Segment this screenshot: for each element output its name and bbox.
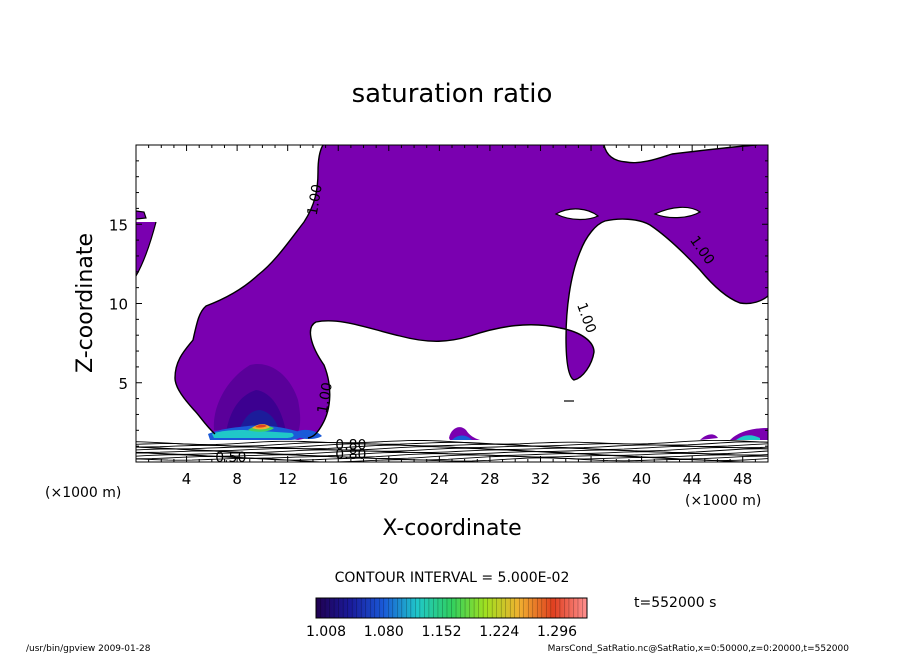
x-tick-label: 28	[480, 470, 499, 488]
y-tick-label: 10	[109, 296, 128, 314]
colorbar-tick-label: 1.008	[306, 624, 346, 640]
surface-contour-line	[136, 444, 768, 450]
x-unit-right: (×1000 m)	[685, 493, 761, 509]
y-axis-ticks: 5 10 15	[109, 160, 768, 447]
time-text: t=552000 s	[634, 595, 716, 611]
surface-contour-lines	[136, 439, 768, 462]
colorbar-tick-label: 1.224	[479, 624, 519, 640]
surface-contour-line	[136, 454, 768, 460]
colorbar-tick-label: 1.080	[364, 624, 404, 640]
contour-label: 1.00	[305, 183, 326, 216]
colorbar-tick-labels: 1.008 1.080 1.152 1.224 1.296	[306, 624, 577, 640]
x-tick-label: 12	[278, 470, 297, 488]
x-tick-label: 24	[430, 470, 449, 488]
y-tick-label: 5	[118, 375, 128, 393]
footer-left: /usr/bin/gpview 2009-01-28	[26, 644, 151, 654]
x-tick-label: 44	[683, 470, 702, 488]
contour-label: 1.00	[315, 381, 336, 414]
surface-contour-line	[136, 457, 768, 462]
y-tick-label: 15	[109, 216, 128, 234]
x-axis-label: X-coordinate	[382, 516, 521, 541]
footer-right: MarsCond_SatRatio.nc@SatRatio,x=0:50000,…	[548, 644, 850, 654]
chart-title: saturation ratio	[352, 79, 553, 109]
surface-contour-line	[136, 447, 768, 453]
x-tick-label: 16	[329, 470, 348, 488]
contour-label: 0.50	[215, 450, 246, 466]
contour-label: 0.80	[335, 437, 366, 453]
x-tick-label: 48	[733, 470, 752, 488]
x-axis-ticks: 4 8 12 16 20 24 28 32 36 40 44 48	[148, 145, 756, 488]
x-tick-label: 20	[379, 470, 398, 488]
surface-contour-line	[136, 451, 768, 457]
colorbar: 1.008 1.080 1.152 1.224 1.296	[306, 597, 588, 640]
x-tick-label: 36	[581, 470, 600, 488]
x-tick-label: 4	[182, 470, 192, 488]
colorbar-tick-label: 1.152	[421, 624, 461, 640]
plot-area	[136, 145, 768, 462]
x-tick-label: 8	[232, 470, 242, 488]
surface-contour-line	[136, 439, 768, 446]
x-tick-label: 40	[632, 470, 651, 488]
colorbar-tick-label: 1.296	[537, 624, 577, 640]
y-axis-label: Z-coordinate	[73, 233, 98, 373]
colorbar-stripes	[320, 598, 583, 618]
x-tick-label: 32	[531, 470, 550, 488]
surface-contour-line	[136, 441, 768, 447]
contour-label: 0.80	[335, 447, 366, 463]
contour-interval-text: CONTOUR INTERVAL = 5.000E-02	[335, 570, 570, 586]
x-unit-left: (×1000 m)	[45, 485, 121, 501]
